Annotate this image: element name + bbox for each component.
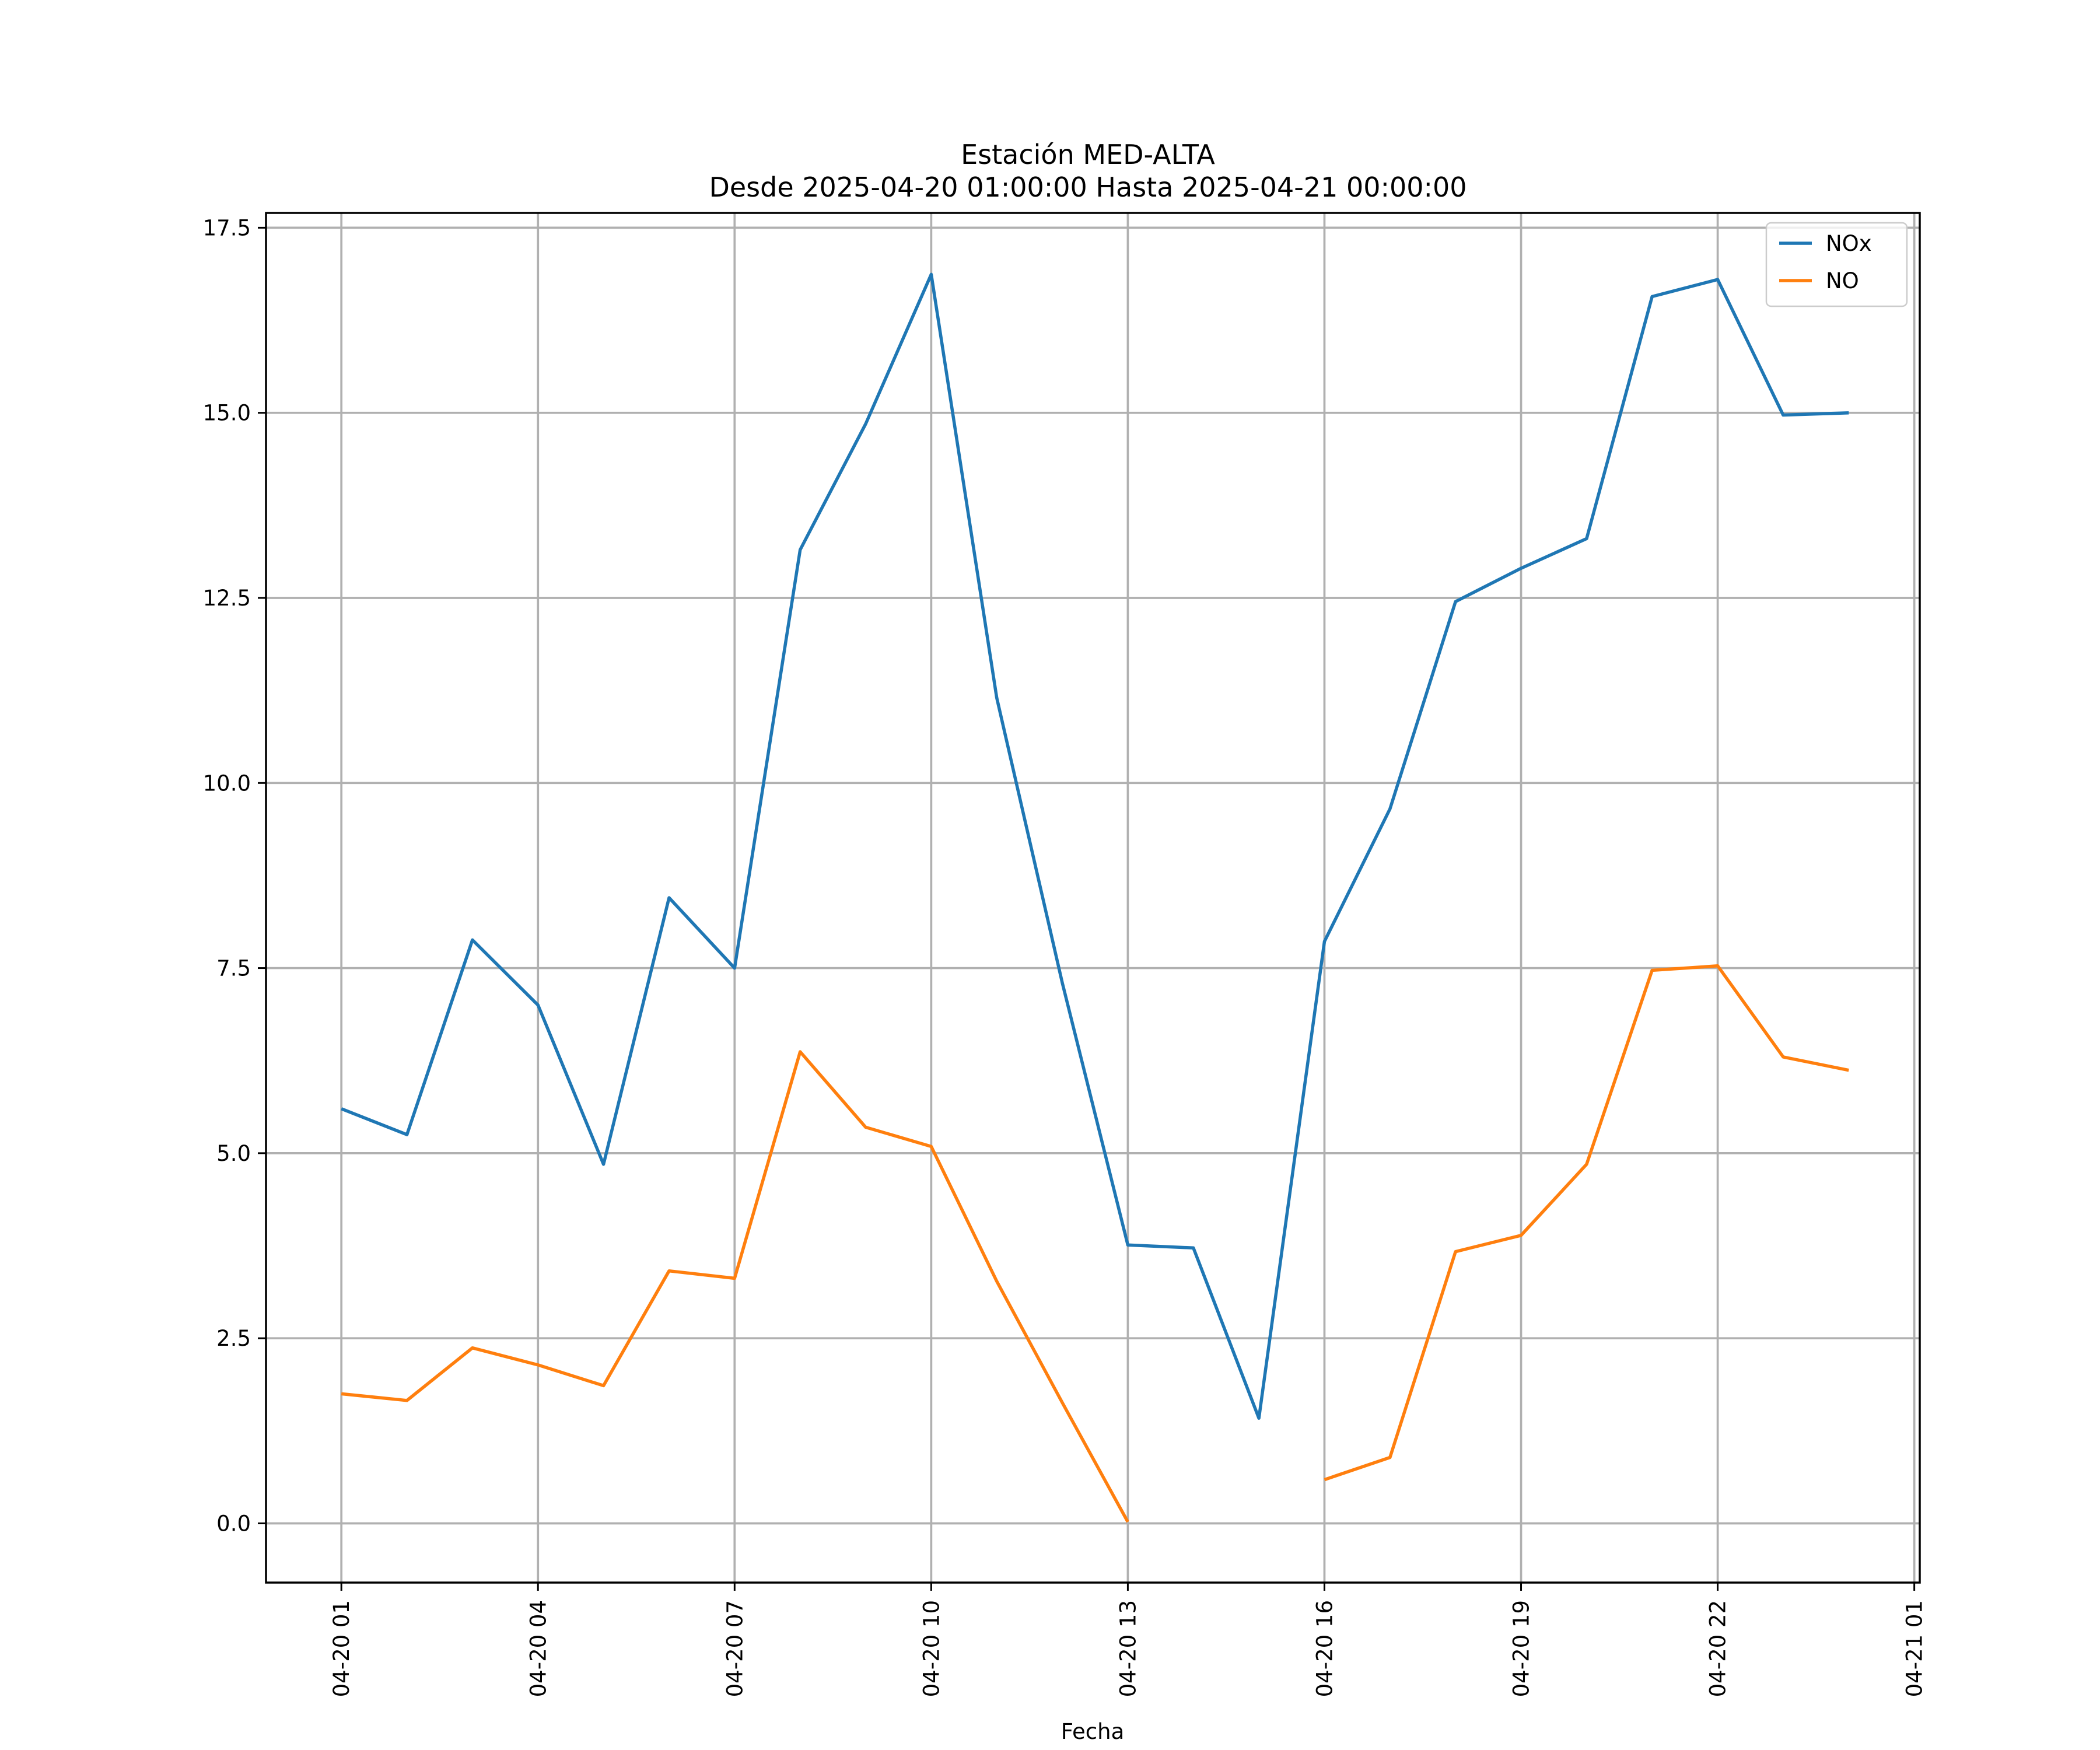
- y-tick-label: 17.5: [203, 215, 251, 240]
- chart-subtitle: Desde 2025-04-20 01:00:00 Hasta 2025-04-…: [709, 172, 1466, 203]
- x-tick-label: 04-21 01: [1902, 1600, 1927, 1697]
- y-axis-ticks: 0.0 2.5 5.0 7.5 10.0 12.5 15.0 17.5: [203, 215, 266, 1536]
- x-tick-label: 04-20 01: [329, 1600, 354, 1697]
- y-tick-label: 15.0: [203, 401, 251, 426]
- x-tick-label: 04-20 07: [722, 1600, 747, 1697]
- y-tick-label: 5.0: [216, 1141, 251, 1166]
- y-tick-label: 7.5: [216, 956, 251, 981]
- x-axis-label: Fecha: [1061, 1719, 1125, 1744]
- grid: [266, 213, 1920, 1583]
- y-tick-label: 10.0: [203, 771, 251, 796]
- x-tick-label: 04-20 16: [1312, 1600, 1337, 1697]
- x-tick-label: 04-20 04: [526, 1600, 551, 1697]
- x-tick-label: 04-20 13: [1115, 1600, 1140, 1697]
- x-axis-ticks: 04-20 01 04-20 04 04-20 07 04-20 10 04-20 13…: [329, 1583, 1927, 1697]
- plot-series: [341, 272, 1849, 1523]
- y-tick-label: 0.0: [216, 1511, 251, 1536]
- x-tick-label: 04-20 19: [1509, 1600, 1534, 1697]
- x-tick-label: 04-20 22: [1706, 1600, 1731, 1697]
- x-tick-label: 04-20 10: [919, 1600, 944, 1697]
- chart-title: Estación MED-ALTA: [961, 139, 1215, 170]
- legend-label-nox: NOx: [1826, 231, 1872, 256]
- series-line-no: [341, 964, 1849, 1523]
- axes-frame: [265, 212, 1921, 1584]
- legend-label-no: NO: [1826, 268, 1859, 293]
- y-tick-label: 12.5: [203, 586, 251, 611]
- y-tick-label: 2.5: [216, 1326, 251, 1351]
- series-line-nox: [341, 272, 1849, 1420]
- legend: NOx NO: [1765, 222, 1908, 307]
